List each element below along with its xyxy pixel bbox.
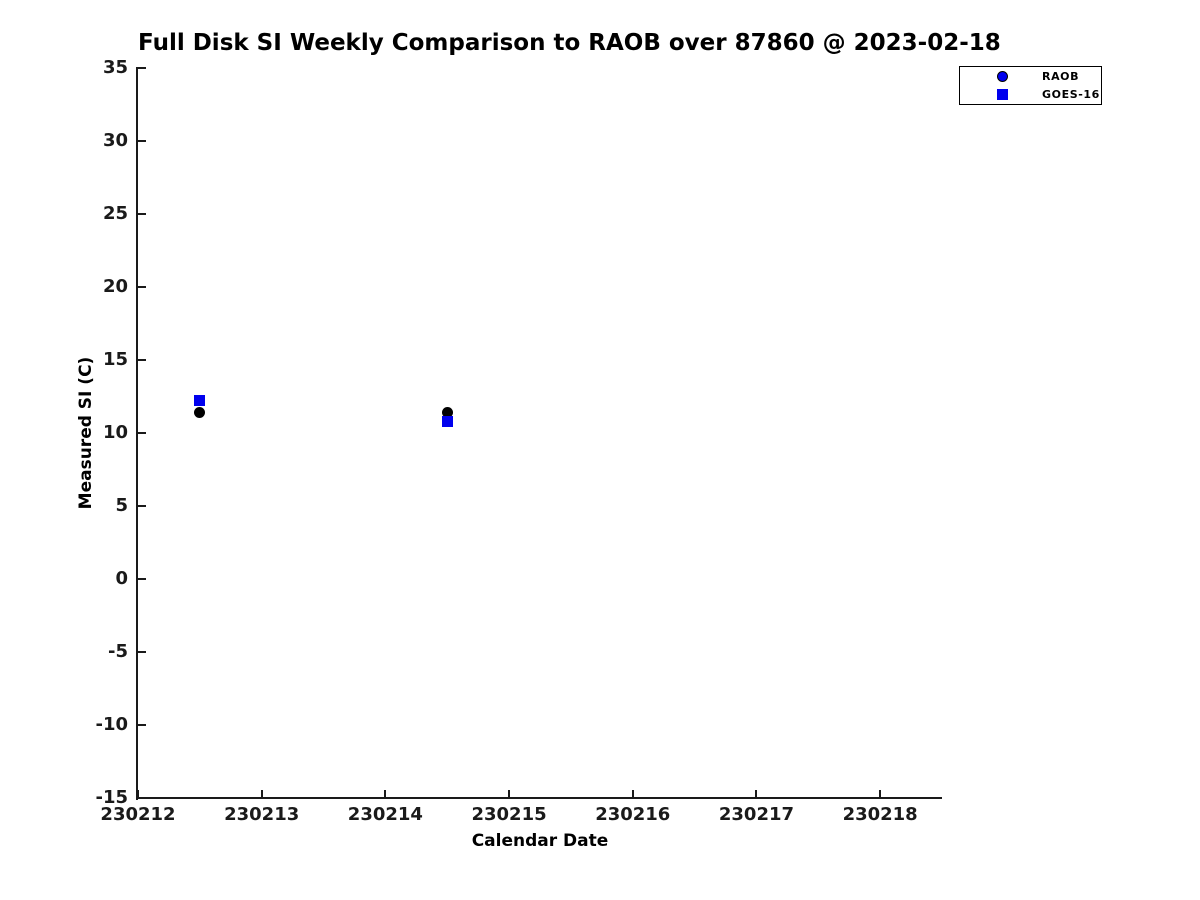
y-tick-mark: [138, 213, 146, 215]
y-tick-mark: [138, 140, 146, 142]
legend-label-goes16: GOES-16: [1042, 87, 1100, 101]
y-tick-mark: [138, 797, 146, 799]
y-tick-label: 20: [102, 276, 128, 297]
raob-circle-marker-icon: [997, 71, 1008, 83]
y-tick-mark: [138, 432, 146, 434]
y-tick-label: -10: [95, 714, 128, 735]
x-tick-mark: [631, 790, 634, 798]
legend-label-raob: RAOB: [1042, 70, 1080, 84]
raob-data-point: [441, 407, 453, 419]
y-tick-mark: [138, 359, 146, 361]
y-tick-label: -15: [95, 787, 128, 808]
y-axis-line: [136, 67, 138, 800]
y-tick-mark: [138, 286, 146, 288]
x-tick-label: 230214: [347, 804, 423, 825]
y-tick-mark: [138, 651, 146, 653]
x-tick-label: 230216: [595, 804, 671, 825]
x-tick-mark: [384, 790, 387, 798]
goes16-square-marker-icon: [997, 88, 1008, 100]
x-tick-label: 230217: [718, 804, 795, 825]
legend-item-raob: RAOB: [960, 69, 1101, 85]
x-tick-label: 230218: [842, 804, 918, 825]
y-tick-label: 5: [115, 495, 128, 516]
x-tick-label: 230213: [224, 804, 300, 825]
goes-16-data-point: [194, 395, 206, 407]
x-tick-mark: [755, 790, 758, 798]
y-tick-mark: [138, 67, 146, 69]
x-axis-line: [136, 797, 942, 799]
x-tick-label: 230212: [100, 804, 176, 825]
legend: RAOB GOES-16: [959, 66, 1102, 105]
y-tick-label: 35: [102, 57, 128, 78]
x-tick-mark: [879, 790, 882, 798]
y-tick-label: 10: [102, 422, 128, 443]
y-tick-label: 15: [102, 349, 128, 370]
y-tick-mark: [138, 505, 146, 507]
raob-data-point: [194, 407, 206, 419]
x-tick-mark: [508, 790, 511, 798]
y-tick-label: -5: [108, 641, 128, 662]
y-tick-mark: [138, 724, 146, 726]
legend-item-goes16: GOES-16: [960, 86, 1101, 102]
chart-title: Full Disk SI Weekly Comparison to RAOB o…: [138, 30, 1001, 56]
y-tick-label: 25: [102, 203, 128, 224]
x-tick-mark: [260, 790, 263, 798]
y-tick-mark: [138, 578, 146, 580]
x-tick-label: 230215: [471, 804, 547, 825]
y-tick-label: 30: [102, 130, 128, 151]
y-tick-label: 0: [115, 568, 128, 589]
goes-16-data-point: [441, 415, 453, 427]
x-tick-mark: [137, 790, 139, 798]
x-axis-label: Calendar Date: [471, 831, 609, 851]
